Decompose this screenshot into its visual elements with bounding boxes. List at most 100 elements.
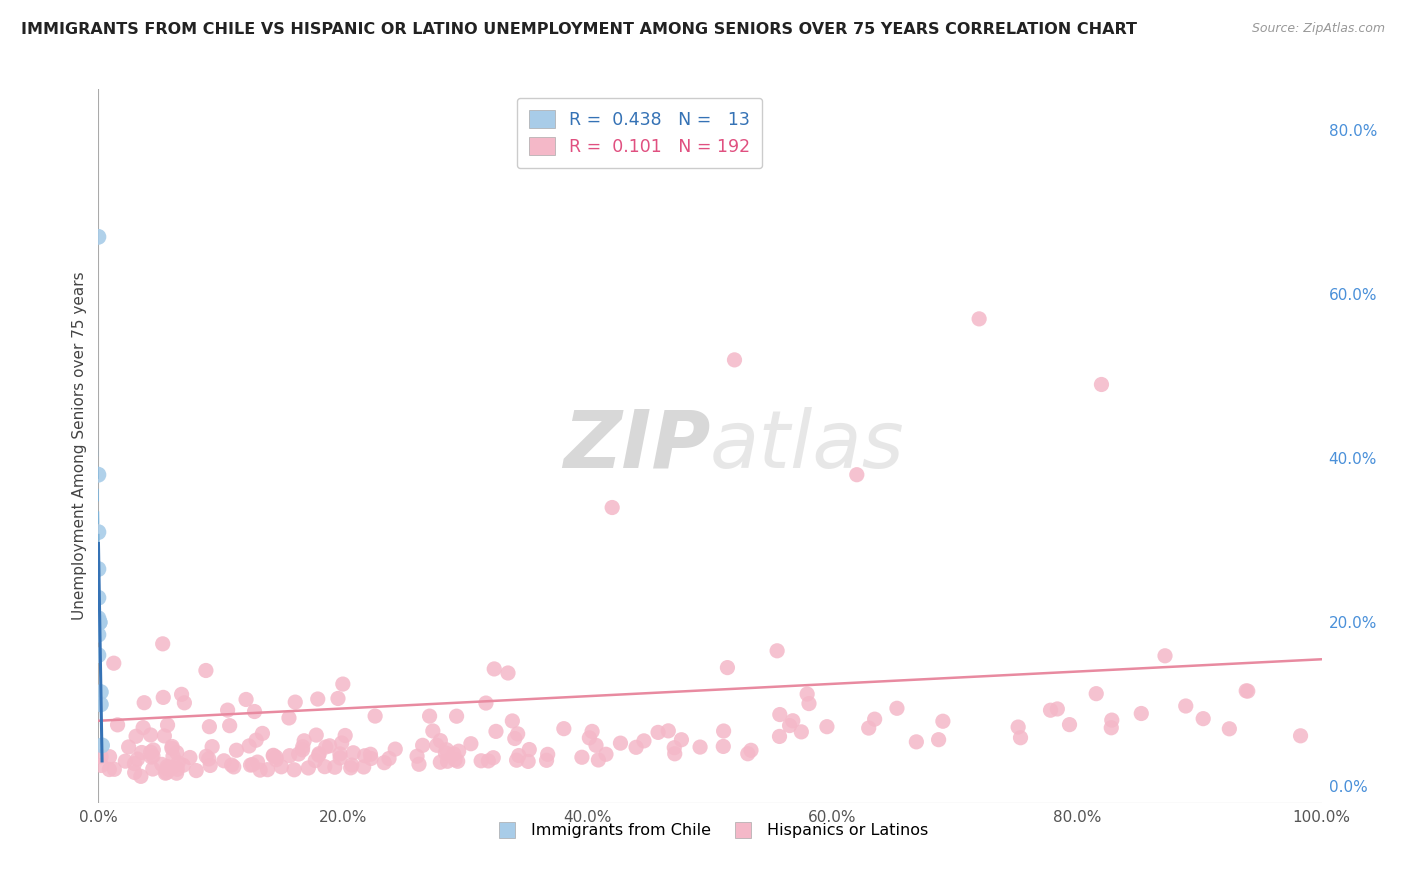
Point xyxy=(153,729,176,743)
Point xyxy=(256,763,278,777)
Point xyxy=(225,743,247,757)
Point xyxy=(89,615,111,630)
Point xyxy=(353,760,375,774)
Point xyxy=(815,720,838,734)
Point xyxy=(212,754,235,768)
Point xyxy=(782,714,804,728)
Point xyxy=(160,761,183,775)
Point xyxy=(429,733,451,747)
Point xyxy=(249,763,271,777)
Point xyxy=(262,748,284,763)
Point xyxy=(125,729,148,743)
Text: Source: ZipAtlas.com: Source: ZipAtlas.com xyxy=(1251,22,1385,36)
Point xyxy=(114,754,136,768)
Point xyxy=(633,734,655,748)
Point xyxy=(711,739,734,754)
Point xyxy=(790,724,813,739)
Point xyxy=(87,230,110,244)
Point xyxy=(886,701,908,715)
Point xyxy=(217,703,239,717)
Point xyxy=(657,723,679,738)
Point xyxy=(90,758,112,772)
Point xyxy=(1090,377,1112,392)
Point xyxy=(359,747,381,762)
Point xyxy=(713,724,735,739)
Point xyxy=(141,750,163,764)
Point xyxy=(477,754,499,768)
Point xyxy=(87,627,110,641)
Point xyxy=(238,739,260,753)
Point xyxy=(330,736,353,750)
Point xyxy=(506,727,529,741)
Point xyxy=(571,750,593,764)
Point xyxy=(124,756,146,771)
Point xyxy=(484,662,506,676)
Point xyxy=(1046,702,1069,716)
Point xyxy=(1101,713,1123,727)
Point xyxy=(797,697,820,711)
Point xyxy=(364,709,387,723)
Point xyxy=(329,747,352,761)
Point xyxy=(447,754,470,768)
Point xyxy=(737,747,759,761)
Point xyxy=(134,696,156,710)
Point xyxy=(967,311,990,326)
Point xyxy=(291,743,314,757)
Point xyxy=(222,760,245,774)
Point xyxy=(167,756,190,770)
Point xyxy=(172,758,194,772)
Point xyxy=(378,751,401,765)
Point xyxy=(1039,703,1062,717)
Point xyxy=(252,726,274,740)
Point xyxy=(664,740,686,755)
Point xyxy=(195,749,218,764)
Point xyxy=(87,591,110,605)
Point xyxy=(581,724,603,739)
Point xyxy=(291,739,314,754)
Point xyxy=(796,687,818,701)
Point xyxy=(197,752,219,766)
Point xyxy=(305,728,328,742)
Point xyxy=(447,744,470,758)
Point xyxy=(264,753,287,767)
Point xyxy=(485,724,508,739)
Point xyxy=(932,714,955,729)
Point xyxy=(585,739,607,753)
Point xyxy=(239,758,262,772)
Point xyxy=(152,690,174,705)
Point xyxy=(98,763,121,777)
Point xyxy=(283,763,305,777)
Legend: Immigrants from Chile, Hispanics or Latinos: Immigrants from Chile, Hispanics or Lati… xyxy=(485,817,935,845)
Point xyxy=(124,765,146,780)
Point xyxy=(243,705,266,719)
Point xyxy=(422,723,444,738)
Point xyxy=(740,743,762,757)
Point xyxy=(342,746,364,760)
Point xyxy=(186,764,208,778)
Point xyxy=(716,660,738,674)
Point xyxy=(318,739,340,753)
Point xyxy=(475,696,498,710)
Point xyxy=(671,732,693,747)
Point xyxy=(329,751,352,765)
Point xyxy=(647,725,669,739)
Point xyxy=(160,739,183,754)
Point xyxy=(406,749,429,764)
Point xyxy=(292,733,315,747)
Point xyxy=(1130,706,1153,721)
Point xyxy=(1289,729,1312,743)
Point xyxy=(360,751,382,765)
Point xyxy=(419,709,441,723)
Point xyxy=(218,719,240,733)
Point xyxy=(117,739,139,754)
Point xyxy=(766,644,789,658)
Point xyxy=(103,656,125,670)
Point xyxy=(90,698,112,712)
Point xyxy=(314,759,336,773)
Point xyxy=(246,755,269,769)
Point xyxy=(170,687,193,701)
Point xyxy=(142,762,165,776)
Point xyxy=(1236,684,1258,698)
Point xyxy=(508,748,530,763)
Point xyxy=(201,739,224,754)
